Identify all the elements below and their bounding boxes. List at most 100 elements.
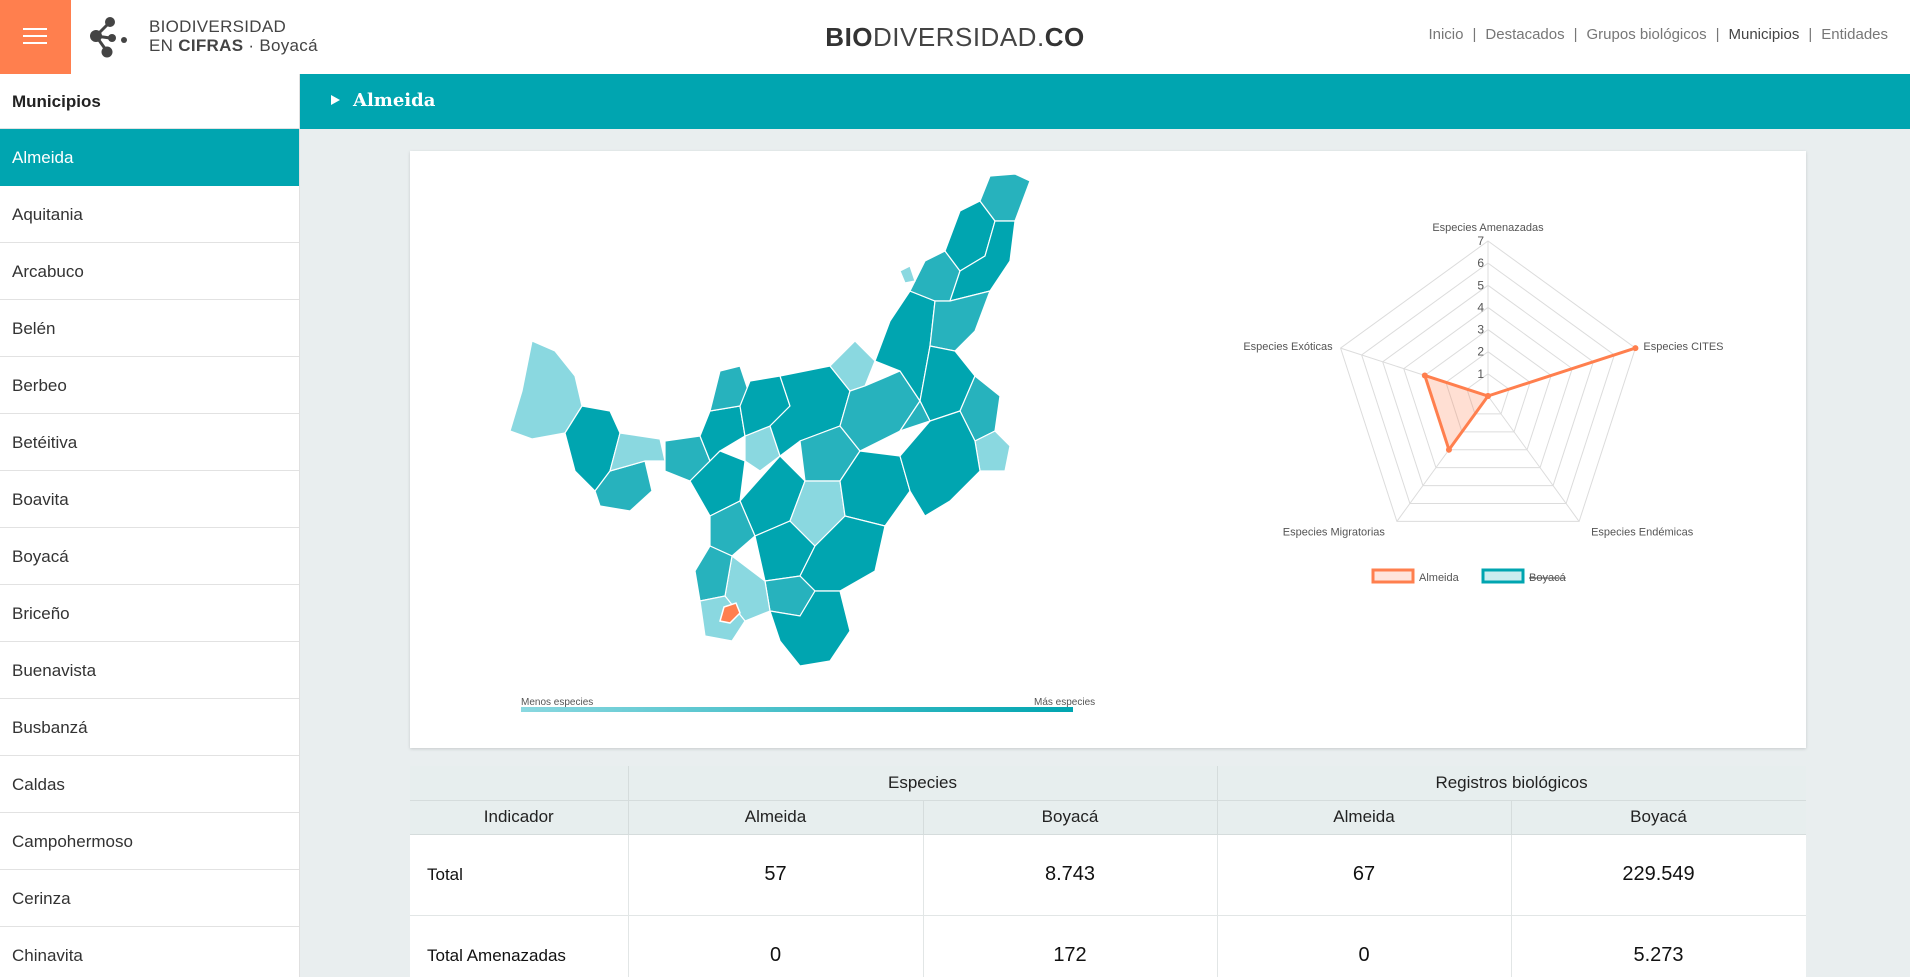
table-cell-indicator: Total — [410, 834, 629, 916]
nav-inicio[interactable]: Inicio — [1428, 26, 1464, 43]
triangle-right-icon — [331, 95, 340, 105]
table-col-especies-almeida: Almeida — [628, 800, 924, 835]
radar-grid — [1339, 240, 1637, 522]
sidebar-item-boyaca[interactable]: Boyacá — [0, 528, 299, 585]
summary-card: Menos especies Más especies 1 2 3 4 5 6 7 Espe… — [410, 151, 1806, 748]
sidebar-title: Municipios — [0, 74, 299, 129]
site-title-end: CO — [1044, 22, 1085, 52]
legend-item[interactable]: Almeida — [1371, 568, 1460, 584]
map-municipality[interactable] — [899, 410, 981, 517]
table-group-especies: Especies — [628, 766, 1218, 801]
radar-axis-label: Especies Migratorias — [1283, 526, 1386, 538]
map-legend-low: Menos especies — [521, 697, 594, 708]
map-municipality-selected[interactable] — [719, 602, 741, 624]
logo-text: BIODIVERSIDAD EN CIFRAS · Boyacá — [149, 17, 318, 55]
table-group-registros: Registros biológicos — [1217, 766, 1806, 801]
sidebar-item-belen[interactable]: Belén — [0, 300, 299, 357]
legend-label: Boyacá — [1529, 572, 1567, 584]
top-header: BIODIVERSIDAD EN CIFRAS · Boyacá BIODIVE… — [0, 0, 1910, 74]
radar-tick-label: 4 — [1477, 300, 1484, 314]
nav-separator: | — [1573, 26, 1578, 43]
radar-axis-label: Especies CITES — [1643, 341, 1723, 353]
radar-tick-label: 6 — [1477, 256, 1484, 270]
radar-point — [1445, 446, 1452, 453]
legend-label: Almeida — [1419, 572, 1460, 584]
table-cell: 67 — [1217, 834, 1512, 916]
radar-point — [1632, 345, 1639, 352]
radar-axis-label: Especies Exóticas — [1243, 341, 1333, 353]
table-cell: 0 — [1217, 915, 1512, 977]
radar-point — [1421, 372, 1428, 379]
table-row: Total 57 8.743 67 229.549 — [410, 834, 1806, 916]
nav-destacados[interactable]: Destacados — [1485, 26, 1565, 43]
site-title-link[interactable]: BIODIVERSIDAD.CO — [825, 22, 1084, 52]
radar-axis-label: Especies Amenazadas — [1432, 222, 1544, 234]
municipios-sidebar: Municipios Almeida Aquitania Arcabuco Be… — [0, 74, 300, 977]
sidebar-item-aquitania[interactable]: Aquitania — [0, 186, 299, 243]
logo-line-1: BIODIVERSIDAD — [149, 17, 287, 36]
site-title: BIODIVERSIDAD.CO — [0, 22, 1910, 53]
logo-line-2: EN CIFRAS · Boyacá — [149, 36, 318, 55]
nav-grupos-biologicos[interactable]: Grupos biológicos — [1586, 26, 1707, 43]
nav-separator: | — [1808, 26, 1813, 43]
legend-item[interactable]: Boyacá — [1481, 568, 1567, 584]
map-municipality[interactable] — [609, 432, 666, 472]
map-municipality[interactable] — [769, 590, 851, 667]
sidebar-item-buenavista[interactable]: Buenavista — [0, 642, 299, 699]
radar-axes — [1340, 241, 1636, 522]
sidebar-item-briceno[interactable]: Briceño — [0, 585, 299, 642]
radar-tick-label: 7 — [1477, 234, 1484, 248]
site-logo[interactable]: BIODIVERSIDAD EN CIFRAS · Boyacá — [88, 14, 408, 60]
radar-axis-labels: Especies Amenazadas Especies CITES Especie… — [1243, 222, 1723, 538]
radar-tick-label: 3 — [1477, 323, 1484, 337]
radar-grid-ring — [1403, 306, 1573, 469]
table-cell: 57 — [628, 834, 924, 916]
legend-swatch — [1371, 568, 1415, 584]
table-cell: 8.743 — [923, 834, 1218, 916]
sidebar-item-berbeo[interactable]: Berbeo — [0, 357, 299, 414]
table-cell: 229.549 — [1511, 834, 1806, 916]
radar-point — [1485, 393, 1491, 399]
sidebar-item-chinavita[interactable]: Chinavita — [0, 927, 299, 977]
sidebar-item-boavita[interactable]: Boavita — [0, 471, 299, 528]
table-col-registros-boyaca: Boyacá — [1511, 800, 1806, 835]
radar-grid-ring — [1339, 240, 1637, 522]
radar-legend: Almeida Boyacá — [1371, 568, 1567, 584]
table-col-especies-boyaca: Boyacá — [923, 800, 1218, 835]
nav-entidades[interactable]: Entidades — [1821, 26, 1888, 43]
breadcrumb-bar: Almeida — [300, 74, 1910, 129]
sidebar-item-beteitiva[interactable]: Betéitiva — [0, 414, 299, 471]
map-municipality[interactable] — [709, 500, 756, 557]
map-municipality[interactable] — [829, 340, 876, 392]
logo-line-2-suffix: · Boyacá — [243, 36, 318, 55]
radar-tick-label: 5 — [1477, 278, 1484, 292]
nav-municipios[interactable]: Municipios — [1728, 26, 1800, 43]
page-title: Almeida — [353, 90, 436, 111]
nav-separator: | — [1472, 26, 1477, 43]
sidebar-item-caldas[interactable]: Caldas — [0, 756, 299, 813]
sidebar-item-campohermoso[interactable]: Campohermoso — [0, 813, 299, 870]
choropleth-map — [509, 173, 1031, 667]
legend-swatch — [1481, 568, 1525, 584]
table-col-registros-almeida: Almeida — [1217, 800, 1512, 835]
radar-series-area — [1422, 346, 1636, 454]
radar-grid-ring — [1361, 262, 1615, 504]
radar-grid-ring — [1445, 351, 1531, 433]
radar-grid-ring — [1466, 373, 1510, 415]
sidebar-item-cerinza[interactable]: Cerinza — [0, 870, 299, 927]
radar-tick-label: 1 — [1477, 367, 1484, 381]
sidebar-item-arcabuco[interactable]: Arcabuco — [0, 243, 299, 300]
sidebar-item-almeida[interactable]: Almeida — [0, 129, 299, 186]
map-legend-gradient — [521, 707, 1073, 712]
map-municipalities — [509, 173, 1031, 667]
hamburger-menu-button[interactable] — [0, 0, 71, 74]
sidebar-item-busbanza[interactable]: Busbanzá — [0, 699, 299, 756]
radar-series — [1421, 345, 1639, 454]
map-municipality[interactable] — [689, 450, 746, 517]
table-cell: 172 — [923, 915, 1218, 977]
logo-line-2-prefix: EN — [149, 36, 179, 55]
radar-grid-ring — [1382, 284, 1594, 487]
radar-axis-label: Especies Endémicas — [1591, 526, 1694, 538]
map-municipality[interactable] — [898, 399, 931, 433]
map-municipality[interactable] — [899, 265, 916, 284]
